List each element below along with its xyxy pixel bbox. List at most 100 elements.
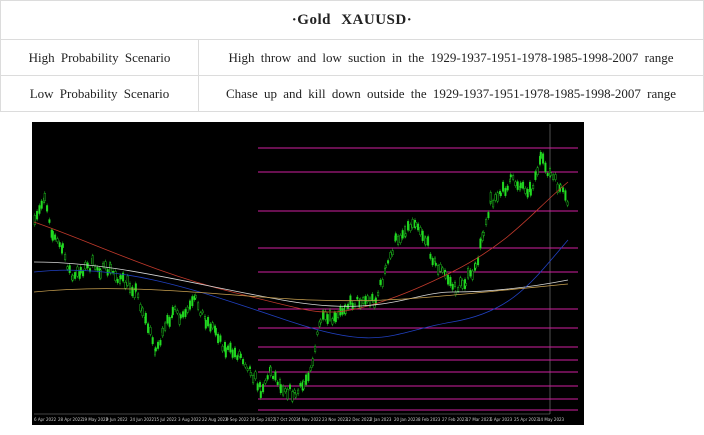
candle-body xyxy=(536,167,539,175)
candle-body xyxy=(114,271,117,281)
x-label: 2 Jan 2023 xyxy=(370,417,392,422)
candle-body xyxy=(485,219,488,225)
x-label: 20 Jan 2023 xyxy=(394,417,418,422)
candle-body xyxy=(269,366,272,376)
candle-body xyxy=(302,381,305,390)
title-row: ·Gold XAUUSD· xyxy=(0,0,704,40)
candle-body xyxy=(516,181,519,190)
candle-body xyxy=(91,255,94,266)
candle-body xyxy=(58,242,61,248)
candle-body xyxy=(424,237,427,245)
candle-body xyxy=(506,185,509,191)
x-label: 9 Jun 2022 xyxy=(106,417,128,422)
candle-body xyxy=(356,296,359,300)
candle-body xyxy=(384,265,387,268)
candle-body xyxy=(544,162,547,173)
candle-body xyxy=(178,314,181,325)
candle-body xyxy=(139,304,142,312)
scenario-desc: Chase up and kill down outside the 1929-… xyxy=(198,75,704,112)
candle-body xyxy=(119,275,122,280)
candle-body xyxy=(512,175,515,180)
candle-body xyxy=(514,181,517,187)
candle-body xyxy=(389,252,392,259)
candle-body xyxy=(164,322,167,331)
candle-body xyxy=(494,194,497,201)
x-label: 6 Apr 2022 xyxy=(34,417,57,422)
candle-body xyxy=(414,222,417,227)
candle-body xyxy=(459,277,462,287)
candle-body xyxy=(252,375,255,384)
candle-body xyxy=(401,230,404,239)
candle-body xyxy=(166,314,169,324)
candle-body xyxy=(492,200,495,208)
candle-body xyxy=(38,205,41,214)
candle-body xyxy=(262,384,265,393)
candle-body xyxy=(279,384,282,394)
candle-body xyxy=(116,278,119,283)
x-label: 3 Aug 2022 xyxy=(178,417,202,422)
x-label: 19 May 2022 xyxy=(82,417,109,422)
candle-body xyxy=(248,366,251,370)
candle-body xyxy=(454,281,457,287)
candle-body xyxy=(429,253,432,259)
candle-body xyxy=(124,282,127,289)
x-label: 15 Jul 2022 xyxy=(154,417,177,422)
candle-body xyxy=(294,393,297,398)
candle-body xyxy=(99,269,102,279)
title: ·Gold XAUUSD· xyxy=(0,0,704,40)
x-label: 23 Nov 2022 xyxy=(322,417,348,422)
candle-body xyxy=(71,275,74,281)
candle-body xyxy=(274,371,277,381)
candle-body xyxy=(379,279,382,285)
table-row: Low Probability Scenario Chase up and kil… xyxy=(0,75,704,112)
candle-body xyxy=(329,309,332,321)
candle-body xyxy=(394,233,397,241)
candle-body xyxy=(509,174,512,178)
candle-body xyxy=(133,289,136,299)
candle-body xyxy=(161,327,164,337)
candle-body xyxy=(339,305,342,316)
candle-body xyxy=(564,190,567,201)
candle-body xyxy=(211,322,214,329)
candle-body xyxy=(554,174,557,180)
candle-body xyxy=(556,183,559,193)
candle-body xyxy=(409,224,412,232)
candle-body xyxy=(154,347,157,352)
candle-body xyxy=(264,380,267,384)
candle-body xyxy=(64,254,67,260)
candle-body xyxy=(366,295,369,303)
candle-body xyxy=(546,173,549,176)
candle-body xyxy=(151,337,154,345)
candle-body xyxy=(199,312,202,316)
candle-body xyxy=(437,265,440,275)
candle-body xyxy=(417,223,420,231)
candle-body xyxy=(282,385,285,396)
candle-body xyxy=(224,347,227,358)
candle-body xyxy=(221,345,224,352)
candle-body xyxy=(266,375,269,380)
candle-body xyxy=(219,335,222,342)
x-label: 8 Feb 2023 xyxy=(418,417,441,422)
candle-body xyxy=(519,182,522,189)
candle-body xyxy=(441,267,444,273)
candle-body xyxy=(203,315,206,320)
candle-body xyxy=(186,306,189,313)
candle-body xyxy=(504,188,507,196)
candle-body xyxy=(319,319,322,324)
candle-body xyxy=(439,264,442,272)
x-label: 24 Jun 2022 xyxy=(130,417,155,422)
candle-body xyxy=(539,151,542,159)
x-label: 14 May 2023 xyxy=(538,417,565,422)
candle-body xyxy=(74,272,77,279)
candle-body xyxy=(159,340,162,346)
candle-body xyxy=(89,268,92,272)
candle-body xyxy=(126,275,129,286)
candles xyxy=(33,150,569,404)
candle-body xyxy=(391,250,394,255)
candle-body xyxy=(299,383,302,387)
candle-body xyxy=(399,235,402,244)
candle-body xyxy=(141,307,144,317)
x-label: 4 Nov 2022 xyxy=(298,417,322,422)
